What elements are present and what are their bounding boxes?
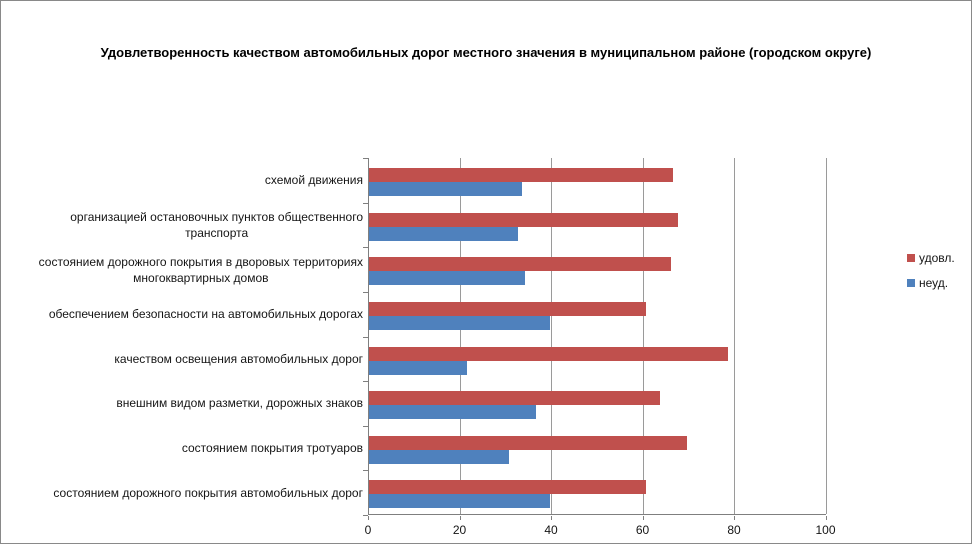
bar-unsatisfied-row2: [369, 271, 525, 286]
y-axis-tick-1: [363, 202, 368, 204]
bar-unsatisfied-row6: [369, 449, 509, 464]
category-label-text: состоянием дорожного покрытия автомобиль…: [53, 485, 363, 500]
bar-unsatisfied-row4: [369, 360, 468, 375]
x-axis-tick-40: [551, 516, 552, 520]
category-label-row2: состоянием дорожного покрытия в дворовых…: [1, 247, 363, 292]
x-axis-label-80: 80: [727, 523, 741, 537]
x-axis-tick-100: [825, 516, 827, 520]
x-axis-label-20: 20: [452, 523, 467, 537]
category-label-text: схемой движения: [264, 173, 363, 188]
legend-item-unsatisfied: неуд.: [907, 276, 955, 290]
category-label-row3: обеспечением безопасности на автомобильн…: [1, 292, 363, 337]
category-label-text: организацией остановочных пунктов общест…: [70, 209, 363, 240]
category-label-row5: внешним видом разметки, дорожных знаков: [1, 381, 363, 426]
x-axis-tick-60: [642, 516, 644, 520]
legend-swatch-satisfied: [907, 254, 915, 262]
x-axis-label-40: 40: [544, 523, 558, 537]
gridline-40: [551, 158, 552, 514]
y-axis-tick-3: [363, 291, 368, 293]
legend: удовл. неуд.: [907, 251, 955, 301]
gridline-100: [825, 158, 827, 514]
category-label-text: состоянием покрытия тротуаров: [181, 441, 363, 456]
category-label-row4: качеством освещения автомобильных дорог: [1, 337, 363, 382]
category-label-text: качеством освещения автомобильных дорог: [114, 351, 363, 366]
bar-satisfied-row6: [369, 435, 687, 450]
gridline-60: [642, 158, 644, 514]
category-label-row7: состоянием дорожного покрытия автомобиль…: [1, 470, 363, 515]
y-axis-tick-0: [363, 158, 368, 159]
bar-unsatisfied-row3: [369, 315, 550, 330]
chart-title: Удовлетворенность качеством автомобильны…: [100, 45, 872, 60]
category-label-row6: состоянием покрытия тротуаров: [1, 426, 363, 471]
bar-unsatisfied-row7: [369, 494, 550, 509]
plot-area: [368, 158, 827, 515]
legend-label-unsatisfied: неуд.: [919, 276, 949, 290]
x-axis-tick-0: [368, 516, 369, 520]
category-label-text: состоянием дорожного покрытия в дворовых…: [38, 254, 363, 285]
bar-satisfied-row3: [369, 301, 646, 316]
bar-satisfied-row2: [369, 257, 671, 272]
bar-unsatisfied-row1: [369, 226, 518, 241]
category-label-text: внешним видом разметки, дорожных знаков: [116, 396, 363, 411]
x-axis-label-100: 100: [815, 523, 836, 537]
y-axis-tick-8: [363, 515, 368, 516]
bar-satisfied-row4: [369, 346, 729, 361]
legend-swatch-unsatisfied: [907, 279, 915, 287]
bar-satisfied-row5: [369, 391, 660, 406]
category-label-text: обеспечением безопасности на автомобильн…: [48, 307, 363, 322]
x-axis-label-0: 0: [364, 523, 372, 537]
y-axis-tick-7: [363, 470, 368, 472]
y-axis-tick-2: [363, 247, 368, 249]
legend-item-satisfied: удовл.: [907, 251, 955, 265]
legend-label-satisfied: удовл.: [919, 251, 955, 265]
x-axis-label-60: 60: [635, 523, 650, 537]
category-label-row0: схемой движения: [1, 158, 363, 203]
y-axis-tick-5: [363, 381, 368, 383]
x-axis-tick-80: [734, 516, 735, 520]
y-axis-tick-6: [363, 425, 368, 427]
bar-satisfied-row0: [369, 168, 674, 182]
bar-unsatisfied-row0: [369, 182, 523, 196]
bar-satisfied-row7: [369, 480, 646, 495]
bar-unsatisfied-row5: [369, 405, 536, 420]
x-axis-tick-20: [459, 516, 461, 520]
category-label-row1: организацией остановочных пунктов общест…: [1, 203, 363, 248]
gridline-20: [459, 158, 461, 514]
gridline-80: [734, 158, 735, 514]
bar-satisfied-row1: [369, 212, 678, 227]
y-axis-tick-4: [363, 336, 368, 338]
